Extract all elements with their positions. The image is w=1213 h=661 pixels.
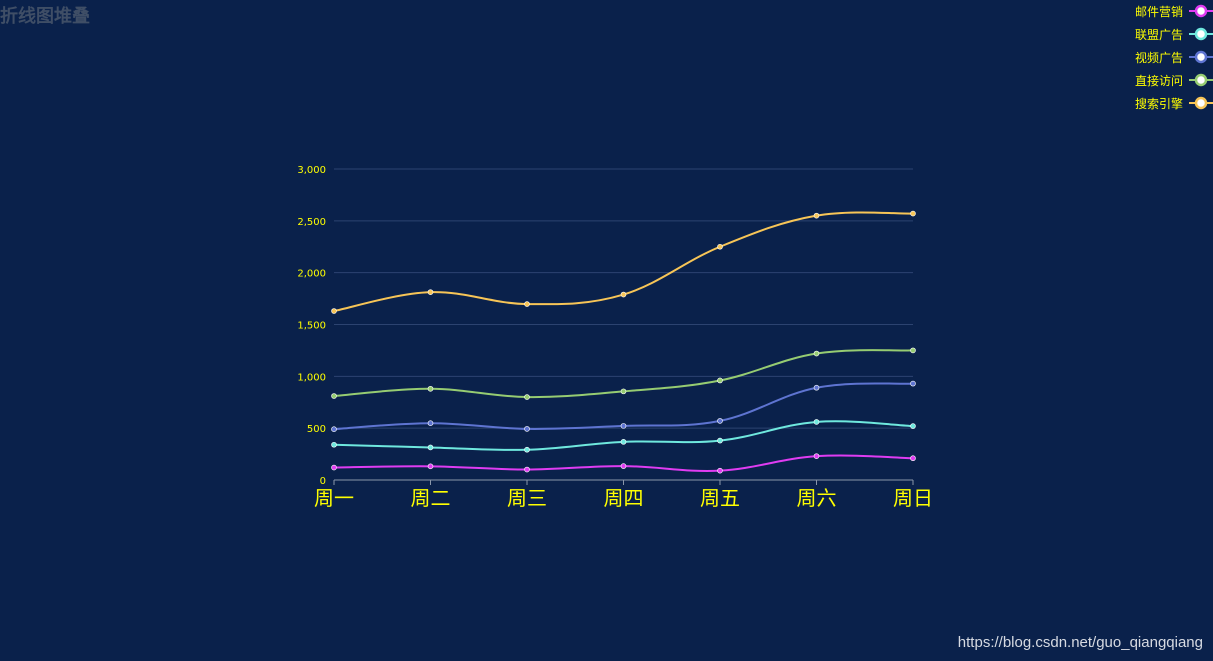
data-point (331, 426, 337, 433)
x-tick-label: 周三 (507, 486, 547, 510)
x-tick-label: 周日 (893, 486, 933, 510)
data-point (620, 439, 627, 445)
data-point (813, 453, 820, 459)
data-point (813, 384, 820, 391)
y-tick-label: 500 (307, 424, 326, 435)
y-tick-label: 3,000 (297, 165, 326, 176)
axes: 0 500 1,000 1,500 2,000 2,500 3,000 周一 周二 周三 周四 周五 周… (297, 165, 933, 510)
data-point (910, 210, 916, 217)
legend-line-marker-icon (1189, 4, 1213, 18)
data-point (331, 441, 337, 448)
data-point (910, 380, 916, 387)
data-point (717, 418, 723, 424)
data-point (524, 446, 530, 453)
series-3 (331, 347, 916, 400)
data-point (427, 289, 434, 295)
data-point (620, 463, 627, 469)
data-point (524, 394, 530, 400)
y-tick-label: 2,000 (297, 269, 326, 280)
y-tick-label: 1,000 (297, 372, 326, 383)
data-point (524, 426, 530, 432)
legend-label: 邮件营销 (1134, 4, 1183, 19)
y-tick-label: 1,500 (297, 321, 326, 332)
y-tick-label: 0 (320, 476, 326, 487)
y-tick-label: 2,500 (297, 217, 326, 228)
chart-title: 折线图堆叠 (0, 6, 90, 27)
legend-item[interactable]: 邮件营销 (1135, 1, 1213, 21)
legend-label: 联盟广告 (1134, 27, 1183, 42)
series-2 (331, 380, 916, 433)
data-point (717, 377, 723, 384)
x-tick-label: 周二 (411, 486, 451, 510)
data-point (620, 291, 627, 298)
data-point (524, 466, 530, 473)
x-tick-label: 周一 (314, 486, 354, 510)
x-tick-label: 周五 (700, 486, 740, 510)
data-point (331, 464, 337, 471)
data-point (813, 350, 820, 357)
data-point (717, 243, 723, 250)
legend-item[interactable]: 搜索引擎 (1135, 93, 1213, 113)
data-point (910, 347, 916, 354)
data-point (331, 393, 337, 399)
legend-line-marker-icon (1189, 73, 1213, 87)
data-point (427, 420, 434, 426)
data-point (427, 463, 434, 470)
data-point (427, 385, 434, 392)
series-lines (331, 210, 916, 474)
series-1 (331, 419, 916, 453)
data-point (524, 301, 530, 307)
x-tick-label: 周六 (797, 486, 837, 510)
watermark-url: https://blog.csdn.net/guo_qiangqiang (957, 634, 1203, 651)
legend-label: 搜索引擎 (1134, 96, 1183, 111)
legend-label: 视频广告 (1134, 50, 1183, 65)
data-point (717, 467, 723, 474)
legend-item[interactable]: 视频广告 (1135, 47, 1213, 67)
x-tick-label: 周四 (604, 486, 644, 510)
data-point (620, 423, 627, 429)
data-point (813, 212, 820, 219)
legend-label: 直接访问 (1134, 73, 1183, 88)
series-0 (331, 453, 916, 474)
data-point (427, 444, 434, 451)
legend-item[interactable]: 直接访问 (1135, 70, 1213, 90)
data-point (331, 308, 337, 314)
data-point (910, 455, 916, 462)
data-point (813, 419, 820, 425)
legend-item[interactable]: 联盟广告 (1135, 24, 1213, 44)
legend-line-marker-icon (1189, 50, 1213, 64)
data-point (620, 388, 627, 395)
data-point (717, 437, 723, 444)
legend-line-marker-icon (1189, 27, 1213, 41)
data-point (910, 423, 916, 429)
legend-line-marker-icon (1189, 96, 1213, 110)
series-4 (331, 210, 916, 314)
